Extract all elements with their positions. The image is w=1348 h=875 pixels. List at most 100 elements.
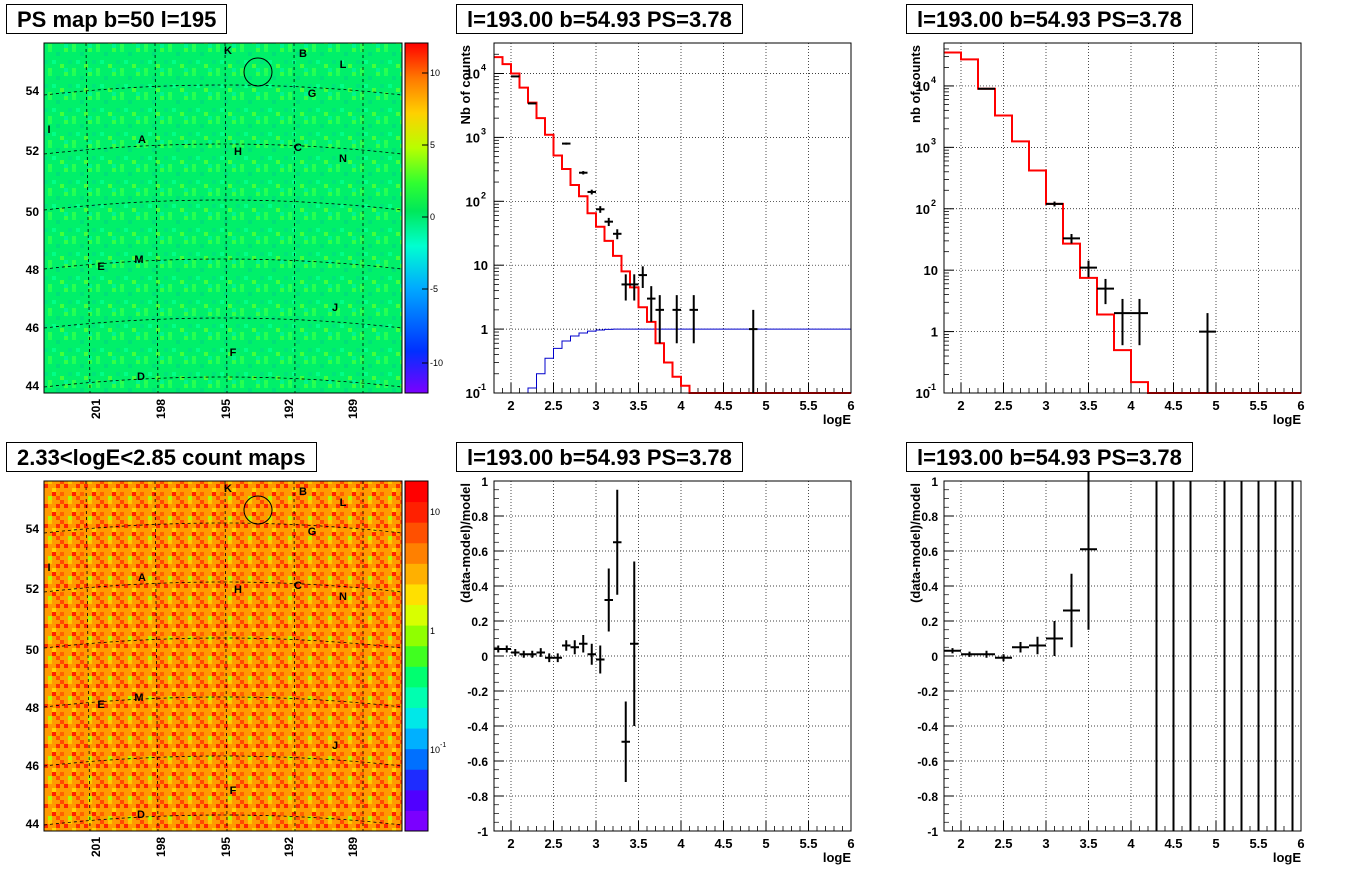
map-counts-colorbar-label: 10 [430, 507, 440, 517]
spec_a-xtick-label: 2 [507, 398, 514, 413]
map-counts-colorbar-step [405, 542, 428, 564]
map-counts-colorbar-frame [404, 480, 429, 832]
map-ps-lon-line [293, 42, 296, 394]
spec_a-data-point [672, 295, 681, 344]
res_b-data-point [1012, 642, 1029, 653]
spec_b-xtick-label: 6 [1297, 398, 1304, 413]
map-counts-source-label: K [224, 483, 232, 495]
res_b-data-point [1029, 636, 1046, 655]
spec_a-data-point [638, 266, 647, 288]
res_a-data-point [502, 645, 511, 653]
map-ps-lon-tick: 192 [282, 399, 296, 419]
map-ps-source-label: N [339, 153, 347, 165]
spectrum-a-title: l=193.00 b=54.93 PS=3.78 [456, 4, 743, 34]
spec_b-ytick-label: 10 [916, 79, 930, 94]
res_a-data-point [562, 640, 571, 651]
map-ps-colorbar-label: -10 [430, 358, 443, 368]
spec_b-xtick-label: 2.5 [994, 398, 1012, 413]
spec_b-ytick-exponent: 3 [931, 136, 936, 146]
map-ps-lat-tick: 48 [26, 263, 40, 277]
res_a-xtick-label: 5.5 [799, 836, 817, 851]
res_b-xtick-label: 4 [1127, 836, 1135, 851]
spec_b-xtick-label: 5.5 [1249, 398, 1267, 413]
residual-b-title: l=193.00 b=54.93 PS=3.78 [906, 442, 1193, 472]
map-counts-source-label: G [308, 526, 317, 538]
map-counts-colorbar-step [405, 810, 428, 832]
spec_a-xlabel: logE [823, 412, 851, 427]
spec_a-data-point [630, 274, 639, 301]
map-ps-colorbar-frame [404, 42, 429, 394]
map-ps-source-circle [243, 57, 273, 87]
spec_a-data-point [613, 229, 622, 240]
res_b-data-point [978, 650, 995, 658]
res_b-data-point [995, 654, 1012, 662]
map-counts-source-label: M [134, 692, 143, 704]
map-counts-frame [43, 480, 403, 832]
res_b-xtick-label: 5.5 [1249, 836, 1267, 851]
res_b-data-point [944, 648, 961, 654]
map-ps-lat-tick: 52 [26, 144, 40, 158]
res_b-ytick-label: -0.6 [917, 755, 938, 769]
res_b-xtick-label: 3 [1042, 836, 1049, 851]
spec_a-ytick-exponent: 4 [481, 62, 486, 72]
spec_b-xtick-label: 3 [1042, 398, 1049, 413]
res_b-xtick-label: 2.5 [994, 836, 1012, 851]
res_a-data-point [494, 645, 503, 653]
res_a-ytick-label: 0.4 [471, 580, 488, 594]
res_b-xtick-label: 4.5 [1164, 836, 1182, 851]
spec_a-ytick-exponent: 3 [481, 126, 486, 136]
residual-a-title: l=193.00 b=54.93 PS=3.78 [456, 442, 743, 472]
map-ps-lon-tick: 195 [219, 399, 233, 419]
spec_a-data-point [655, 295, 664, 344]
res_a-frame [493, 480, 852, 832]
map-counts-lat-tick: 44 [26, 817, 40, 831]
spec_a-ytick-label: 1 [481, 322, 488, 337]
map-ps-source-label: C [294, 142, 302, 154]
res_a-xtick-label: 2.5 [544, 836, 562, 851]
res_a-data-point [613, 489, 622, 595]
map-ps-lon-tick: 201 [89, 399, 103, 419]
spec_b-xtick-label: 3.5 [1079, 398, 1097, 413]
map-counts-panel: K B L G I A H C N E M J F D 54 52 50 48 46 44 201 198 195 192 18… [26, 480, 446, 857]
map-ps-lat-tick: 50 [26, 205, 40, 219]
res_a-xtick-label: 3 [592, 836, 599, 851]
spec_b-ytick-label: 10 [916, 140, 930, 155]
res_a-xlabel: logE [823, 850, 851, 865]
map-counts-colorbar-step [405, 666, 428, 688]
map-counts-source-label: J [332, 740, 338, 752]
spec_a-ytick-label: 10 [466, 386, 480, 401]
spec_b-ytick-exponent: 2 [931, 198, 936, 208]
res_a-data-point [587, 643, 596, 665]
map-counts-colorbar-step [405, 728, 428, 750]
spec_b-xtick-label: 4.5 [1164, 398, 1182, 413]
spec_a-ytick-label: 10 [466, 130, 480, 145]
spec_b-data-point [1199, 313, 1216, 393]
map-ps-source-label: L [340, 59, 347, 71]
res_b-xtick-label: 3.5 [1079, 836, 1097, 851]
map-counts-source-label: N [339, 591, 347, 603]
map-ps-colorbar-label: -5 [430, 284, 438, 294]
map-ps-colorbar-label: 10 [430, 68, 440, 78]
map-ps-source-label: E [97, 261, 104, 273]
spec_b-data-point [1046, 201, 1063, 207]
map-counts-colorbar-step [405, 645, 428, 667]
res_a-ytick-label: 0.8 [471, 510, 488, 524]
spec_a-xtick-label: 5.5 [799, 398, 817, 413]
res_b-xtick-label: 2 [957, 836, 964, 851]
spec_a-ytick-label: 10 [466, 66, 480, 81]
res_a-data-point [553, 653, 562, 663]
map-counts-lon-tick: 192 [282, 837, 296, 857]
map-counts-source-label: F [230, 785, 237, 797]
map-counts-lon-line [85, 480, 91, 832]
res_b-data-point [1046, 621, 1063, 656]
res_a-xtick-label: 4 [677, 836, 685, 851]
res_a-ytick-label: -0.2 [467, 685, 488, 699]
spec_a-data-point [587, 189, 596, 195]
spec_b-data-point [1131, 298, 1148, 346]
map-ps-source-label: D [137, 371, 145, 383]
map-counts-colorbar-label: -1 [440, 742, 446, 749]
spec_a-xtick-label: 3 [592, 398, 599, 413]
